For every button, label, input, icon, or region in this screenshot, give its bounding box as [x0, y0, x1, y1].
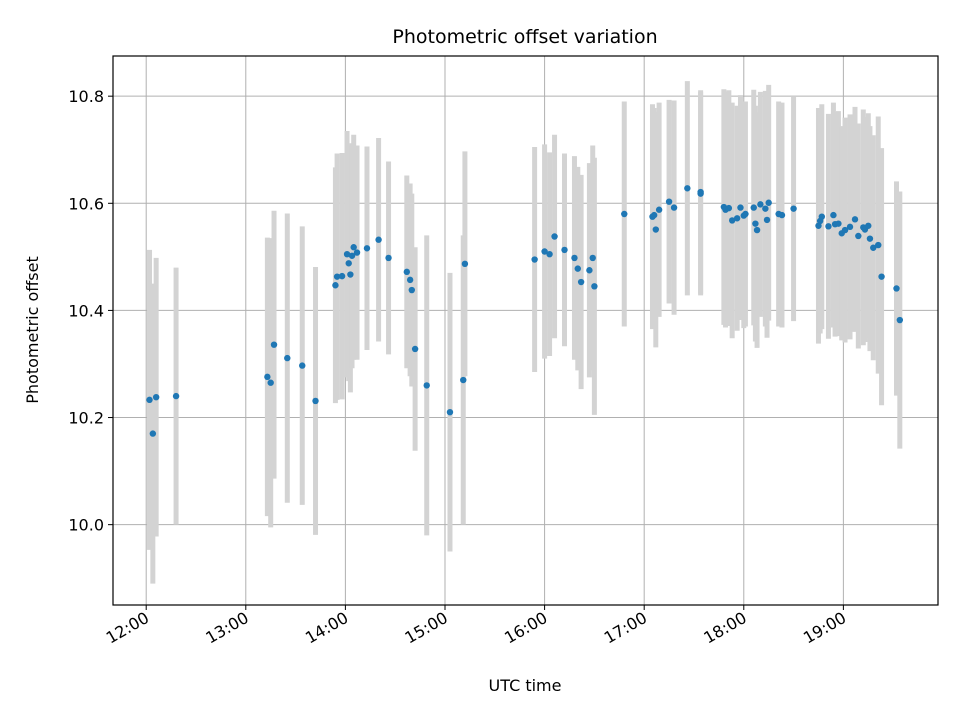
data-point — [878, 273, 885, 280]
data-point — [577, 278, 585, 286]
data-point — [333, 273, 341, 280]
data-point — [790, 205, 797, 212]
data-point — [650, 211, 658, 219]
y-tick-label: 10.2 — [68, 409, 104, 428]
data-point — [830, 211, 837, 219]
data-point — [461, 260, 469, 268]
data-point — [350, 244, 357, 251]
data-point — [385, 254, 392, 262]
data-point — [152, 393, 160, 401]
data-point — [763, 216, 771, 224]
data-point — [825, 223, 832, 230]
data-point — [375, 236, 382, 243]
data-point — [846, 223, 854, 231]
data-point — [546, 250, 553, 258]
data-point — [875, 241, 882, 249]
data-point — [893, 285, 900, 292]
data-point — [146, 396, 153, 404]
data-point — [815, 222, 822, 229]
data-point — [284, 354, 291, 362]
data-point — [621, 210, 628, 218]
data-point — [855, 232, 862, 240]
y-tick-label: 10.6 — [68, 194, 104, 213]
data-point — [752, 220, 759, 227]
data-point — [267, 379, 274, 386]
data-point — [865, 222, 872, 229]
data-point — [312, 397, 319, 405]
point-layer — [146, 185, 904, 437]
data-point — [586, 267, 593, 274]
data-point — [778, 211, 786, 219]
data-point — [347, 271, 354, 278]
data-point — [406, 276, 414, 284]
data-point — [574, 265, 581, 272]
data-point — [353, 249, 361, 256]
data-point — [460, 376, 467, 384]
data-point — [835, 220, 842, 227]
data-point — [684, 185, 691, 192]
data-point — [264, 373, 271, 381]
data-point — [665, 198, 673, 205]
data-point — [338, 272, 346, 280]
data-point — [757, 201, 764, 208]
data-point — [728, 217, 736, 224]
data-point — [591, 283, 598, 290]
data-point — [733, 215, 741, 222]
data-point — [697, 188, 704, 196]
data-point — [742, 210, 749, 218]
data-point — [589, 254, 596, 262]
y-tick-label: 10.4 — [68, 301, 104, 320]
y-tick-label: 10.0 — [68, 516, 104, 535]
y-tick-label: 10.8 — [68, 87, 104, 106]
data-point — [172, 392, 180, 400]
data-point — [408, 286, 415, 294]
chart-title: Photometric offset variation — [392, 26, 657, 48]
data-point — [446, 408, 454, 416]
data-point — [725, 204, 733, 212]
data-point — [753, 226, 761, 234]
data-point — [345, 260, 352, 267]
data-point — [896, 316, 904, 324]
data-point — [851, 216, 859, 223]
data-point — [551, 233, 558, 240]
data-point — [670, 204, 678, 211]
data-point — [541, 248, 548, 255]
data-point — [652, 226, 660, 233]
data-point — [870, 244, 877, 251]
data-point — [818, 213, 826, 220]
data-point — [765, 199, 772, 206]
data-point — [348, 252, 356, 259]
data-point — [531, 256, 538, 263]
data-point — [571, 254, 578, 262]
data-point — [841, 226, 849, 234]
data-point — [866, 235, 874, 242]
x-axis-label: UTC time — [489, 676, 562, 695]
data-point — [762, 205, 769, 212]
data-point — [270, 341, 278, 348]
data-point — [655, 206, 663, 213]
data-point — [737, 204, 744, 211]
y-axis-label: Photometric offset — [23, 256, 42, 404]
data-point — [299, 362, 306, 369]
data-point — [411, 345, 419, 353]
data-point — [149, 430, 157, 437]
data-point — [561, 246, 568, 254]
data-point — [750, 204, 757, 211]
data-point — [332, 282, 339, 289]
data-point — [343, 250, 351, 258]
data-point — [403, 268, 411, 276]
data-point — [423, 382, 430, 389]
data-point — [363, 245, 371, 252]
plot-frame — [112, 55, 939, 606]
